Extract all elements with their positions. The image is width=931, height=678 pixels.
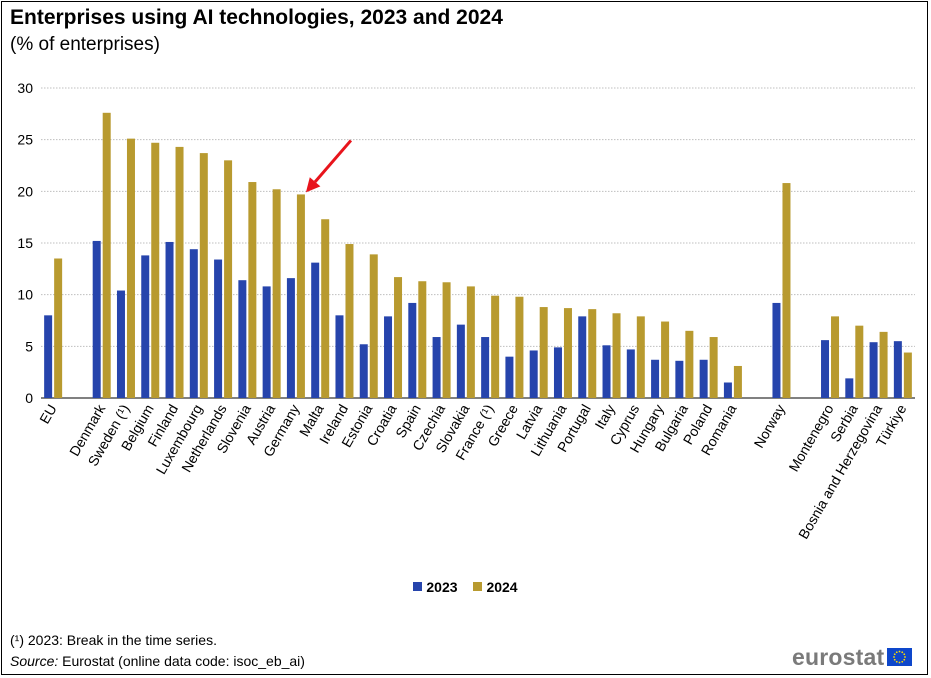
y-tick-label-10: 10 (17, 287, 33, 303)
source-line: Source: Eurostat (online data code: isoc… (10, 653, 305, 669)
bar-2024-netherlands (224, 160, 233, 398)
bar-2024-lithuania (563, 308, 572, 398)
bar-2023-czechia (432, 337, 441, 398)
bar-2023-latvia (529, 350, 538, 398)
x-tick-label-eu: EU (36, 402, 60, 427)
source-label: Source: (10, 653, 59, 669)
bar-2023-bulgaria (675, 360, 684, 398)
bar-2023-sweden (116, 290, 125, 398)
bar-2024-romania (733, 365, 742, 398)
bar-2023-denmark (92, 240, 101, 398)
bar-2024-czechia (442, 282, 451, 398)
legend-label-2024: 2024 (486, 578, 518, 595)
bar-2023-slovakia (456, 324, 465, 398)
bar-2024-italy (612, 313, 621, 398)
bar-2023-romania (723, 382, 732, 398)
bar-2024-cyprus (636, 316, 645, 398)
bar-2023-italy (602, 345, 611, 398)
legend-swatch-2024 (473, 582, 483, 591)
bar-2024-bulgaria (685, 330, 694, 398)
source-text: Eurostat (online data code: isoc_eb_ai) (58, 653, 305, 669)
x-tick-label-norway: Norway (750, 402, 788, 451)
bar-2024-ireland (345, 244, 354, 398)
bar-2024-montenegro (831, 316, 840, 398)
legend: 2023 2024 (0, 578, 931, 595)
bar-2023-eu (44, 315, 53, 398)
bar-2023-netherlands (214, 259, 223, 398)
bar-2024-greece (515, 296, 524, 398)
bar-2023-montenegro (821, 340, 830, 398)
y-tick-label-20: 20 (17, 183, 33, 199)
bar-2024-germany (296, 194, 305, 398)
bar-2024-estonia (369, 254, 378, 398)
bar-2024-portugal (588, 309, 597, 398)
bar-2023-bosnia-and-herzegovina (869, 342, 878, 398)
chart-subtitle: (% of enterprises) (10, 34, 160, 55)
y-tick-label-25: 25 (17, 132, 33, 148)
bar-2023-norway (772, 302, 781, 398)
bar-2023-belgium (141, 255, 150, 398)
legend-swatch-2023 (413, 582, 423, 591)
bar-2024-croatia (394, 277, 403, 398)
y-tick-label-0: 0 (25, 390, 33, 406)
bar-2024-belgium (151, 142, 160, 398)
bar-2023-estonia (359, 344, 368, 398)
bar-2023-slovenia (238, 280, 247, 398)
y-tick-label-5: 5 (25, 338, 33, 354)
bar-2023-lithuania (553, 347, 562, 398)
bar-2024-malta (321, 219, 330, 398)
bar-2024-norway (782, 183, 791, 398)
bar-2023-portugal (578, 316, 587, 398)
chart-title: Enterprises using AI technologies, 2023 … (10, 6, 503, 29)
bar-2023-ireland (335, 315, 344, 398)
bar-2024-t-rkiye (903, 352, 912, 398)
legend-item-2024: 2024 (473, 578, 518, 595)
bar-2023-luxembourg (189, 249, 198, 398)
legend-item-2023: 2023 (413, 578, 458, 595)
bar-2024-spain (418, 281, 427, 398)
bar-2024-slovenia (248, 182, 257, 398)
bar-2024-eu (54, 258, 63, 398)
legend-label-2023: 2023 (426, 578, 458, 595)
bar-2023-spain (408, 302, 417, 398)
bar-2024-serbia (855, 325, 864, 398)
bar-2024-denmark (102, 112, 111, 399)
bar-2024-luxembourg (199, 153, 208, 398)
bar-2023-serbia (845, 378, 854, 398)
bar-2023-hungary (651, 359, 660, 398)
bar-2024-austria (272, 189, 281, 398)
eurostat-logo[interactable]: eurostat (792, 644, 913, 670)
bar-2024-bosnia-and-herzegovina (879, 331, 888, 398)
annotation-arrow-head (305, 177, 321, 193)
bar-2023-croatia (384, 316, 393, 398)
bar-2023-cyprus (626, 349, 635, 398)
bar-2024-france (491, 295, 500, 398)
logo-text: eurostat (792, 644, 885, 670)
y-tick-label-30: 30 (17, 80, 33, 96)
y-tick-label-15: 15 (17, 235, 33, 251)
bar-2023-austria (262, 286, 271, 398)
bar-2024-latvia (539, 307, 548, 398)
footnote: (¹) 2023: Break in the time series. (10, 632, 217, 648)
bar-2023-t-rkiye (893, 341, 902, 398)
bar-2024-sweden (126, 138, 135, 398)
eu-flag-icon (887, 648, 913, 666)
bar-2023-finland (165, 241, 174, 398)
bar-2023-germany (286, 278, 295, 398)
bar-2023-malta (311, 262, 320, 398)
bar-2024-hungary (661, 321, 670, 398)
bar-2024-finland (175, 146, 184, 398)
annotation-arrow-shaft (313, 139, 353, 183)
bar-2023-france (481, 337, 490, 398)
bar-2024-slovakia (466, 286, 475, 398)
bar-2023-greece (505, 356, 514, 398)
bar-2024-poland (709, 337, 718, 398)
bar-2023-poland (699, 359, 708, 398)
